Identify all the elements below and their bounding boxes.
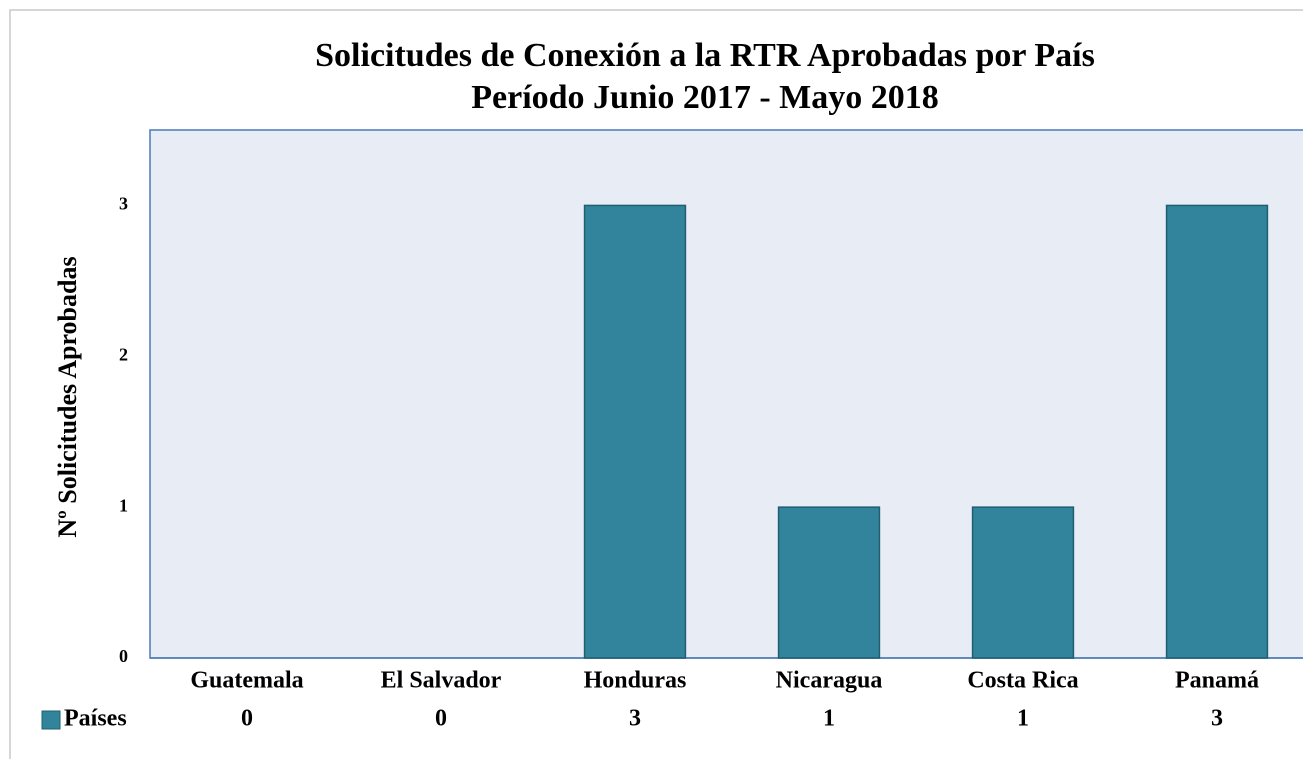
bar — [777, 506, 881, 659]
x-tick-label: Panamá — [1175, 668, 1259, 694]
data-table-value: 0 — [241, 706, 253, 732]
bar — [971, 506, 1075, 659]
bar — [1165, 204, 1269, 659]
y-tick-label: 3 — [119, 194, 128, 214]
y-tick-label: 1 — [119, 495, 128, 515]
x-tick-label: Guatemala — [190, 668, 303, 694]
plot-area — [149, 129, 1303, 659]
data-table-value: 1 — [1017, 706, 1029, 732]
data-table-value: 3 — [629, 706, 641, 732]
legend-swatch — [41, 710, 61, 730]
y-tick-label: 2 — [119, 344, 128, 364]
data-table-value: 0 — [435, 706, 447, 732]
data-table-value: 3 — [1211, 706, 1223, 732]
bar — [583, 204, 687, 659]
x-tick-label: Nicaragua — [776, 668, 883, 694]
data-table-value: 1 — [823, 706, 835, 732]
x-tick-label: El Salvador — [381, 668, 502, 694]
chart-subtitle: Período Junio 2017 - Mayo 2018 — [471, 79, 938, 116]
legend-label: Países — [64, 706, 127, 732]
y-tick-label: 0 — [119, 646, 128, 666]
x-tick-label: Costa Rica — [967, 668, 1078, 694]
x-tick-label: Honduras — [584, 668, 687, 694]
chart-title: Solicitudes de Conexión a la RTR Aprobad… — [315, 37, 1095, 74]
y-axis-label: Nº Solicitudes Aprobadas — [53, 256, 82, 537]
